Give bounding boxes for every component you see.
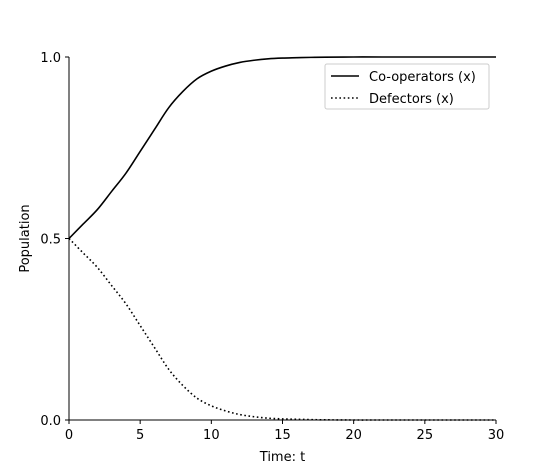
series-line-1 <box>69 239 496 421</box>
x-tick-label: 25 <box>417 428 434 443</box>
x-tick-label: 30 <box>488 428 505 443</box>
axes <box>69 57 496 420</box>
plot-lines <box>69 57 496 420</box>
x-ticks: 0 5 10 15 20 25 30 <box>65 420 504 443</box>
x-tick-label: 10 <box>203 428 220 443</box>
x-axis-label: Time: t <box>259 450 305 465</box>
legend: Co-operators (x) Defectors (x) <box>325 64 489 109</box>
y-ticks: 0.0 0.5 1.0 <box>40 51 69 429</box>
x-tick-label: 20 <box>345 428 362 443</box>
y-tick-label: 1.0 <box>40 51 61 66</box>
y-tick-label: 0.5 <box>40 233 61 248</box>
y-axis-label: Population <box>18 204 33 272</box>
x-tick-label: 5 <box>136 428 144 443</box>
x-tick-label: 0 <box>65 428 73 443</box>
x-tick-label: 15 <box>274 428 291 443</box>
legend-label: Co-operators (x) <box>369 70 476 85</box>
legend-label: Defectors (x) <box>369 92 454 107</box>
y-tick-label: 0.0 <box>40 414 61 429</box>
